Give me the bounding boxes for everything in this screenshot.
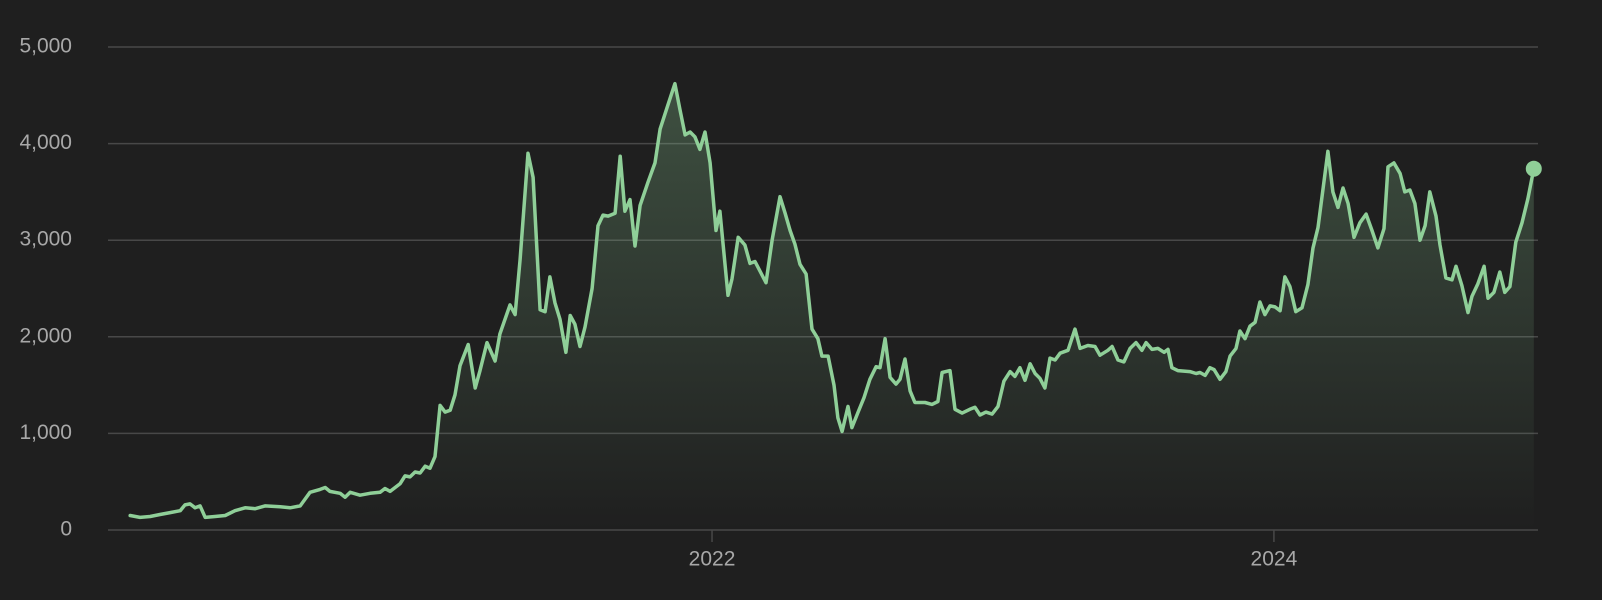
y-tick-label: 1,000: [19, 421, 72, 444]
line: [128, 81, 1536, 520]
area: [130, 83, 1534, 530]
y-tick-label: 4,000: [19, 131, 72, 154]
x-tick-label: 2022: [689, 548, 736, 571]
y-tick-label: 0: [60, 518, 72, 541]
last-point: [1525, 160, 1542, 177]
plot-area: [128, 81, 1542, 530]
y-tick-label: 5,000: [19, 35, 72, 58]
y-tick-label: 3,000: [19, 228, 72, 251]
x-tick-label: 2024: [1251, 548, 1298, 571]
y-tick-label: 2,000: [19, 324, 72, 347]
